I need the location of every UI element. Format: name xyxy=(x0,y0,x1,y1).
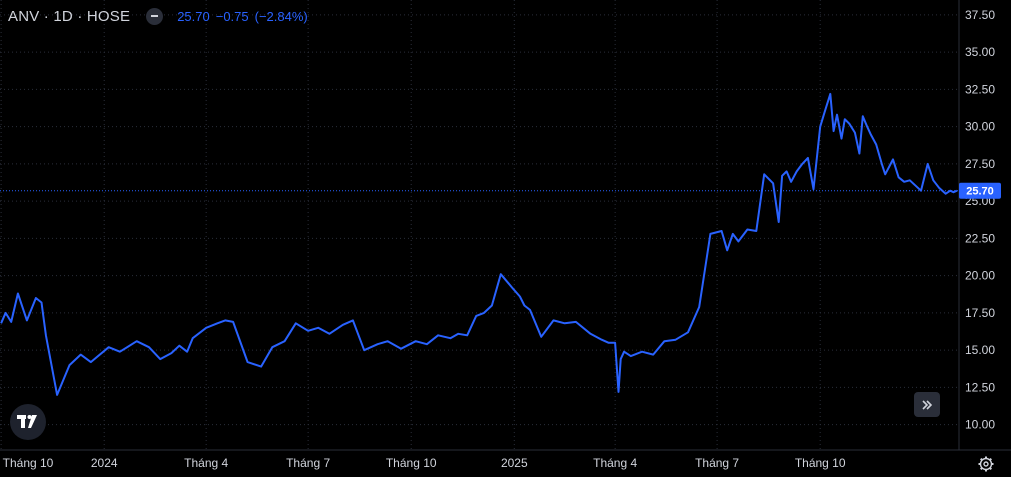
x-tick-label: Tháng 4 xyxy=(184,456,228,470)
x-tick-label: Tháng 7 xyxy=(286,456,330,470)
y-tick-label: 17.50 xyxy=(965,306,995,320)
y-tick-label: 27.50 xyxy=(965,157,995,171)
x-tick-label: Tháng 10 xyxy=(795,456,846,470)
y-tick-label: 15.00 xyxy=(965,343,995,357)
y-tick-label: 10.00 xyxy=(965,418,995,432)
chart-legend: ANV · 1D · HOSE 25.70 −0.75 (−2.84%) xyxy=(8,6,308,26)
y-tick-label: 12.50 xyxy=(965,380,995,394)
last-price-tag-bg xyxy=(959,182,1001,199)
x-tick-label: 2024 xyxy=(91,456,118,470)
last-price-tag: 25.70 xyxy=(959,182,1001,199)
y-tick-label: 22.50 xyxy=(965,231,995,245)
y-tick-label: 35.00 xyxy=(965,45,995,59)
last-price-tag-label: 25.70 xyxy=(966,186,994,198)
y-tick-label: 20.00 xyxy=(965,269,995,283)
x-tick-label: Tháng 4 xyxy=(593,456,637,470)
last-price-value: 25.70 xyxy=(177,8,210,24)
x-tick-label: Tháng 7 xyxy=(695,456,739,470)
x-tick-label: Tháng 10 xyxy=(3,456,54,470)
y-tick-label: 30.00 xyxy=(965,120,995,134)
x-tick-label: 2025 xyxy=(501,456,528,470)
eye-toggle-icon[interactable] xyxy=(146,7,164,25)
tradingview-logo-icon[interactable] xyxy=(10,404,46,440)
grid-lines xyxy=(0,0,958,450)
price-change-value: −0.75 xyxy=(215,8,249,24)
time-axis[interactable]: Tháng 10 2024 Tháng 4 Tháng 7 Tháng 10 2025 Th… xyxy=(3,456,846,470)
symbol-title[interactable]: ANV · 1D · HOSE xyxy=(8,7,131,25)
legend-values: 25.70 −0.75 (−2.84%) xyxy=(177,9,308,24)
gear-icon[interactable] xyxy=(977,455,995,473)
y-tick-label: 32.50 xyxy=(965,82,995,96)
x-tick-label: Tháng 10 xyxy=(386,456,437,470)
price-series-line xyxy=(0,92,958,396)
price-change-percent: (−2.84%) xyxy=(254,8,308,24)
double-chevron-right-icon[interactable] xyxy=(914,392,940,417)
y-tick-label: 37.50 xyxy=(965,8,995,22)
